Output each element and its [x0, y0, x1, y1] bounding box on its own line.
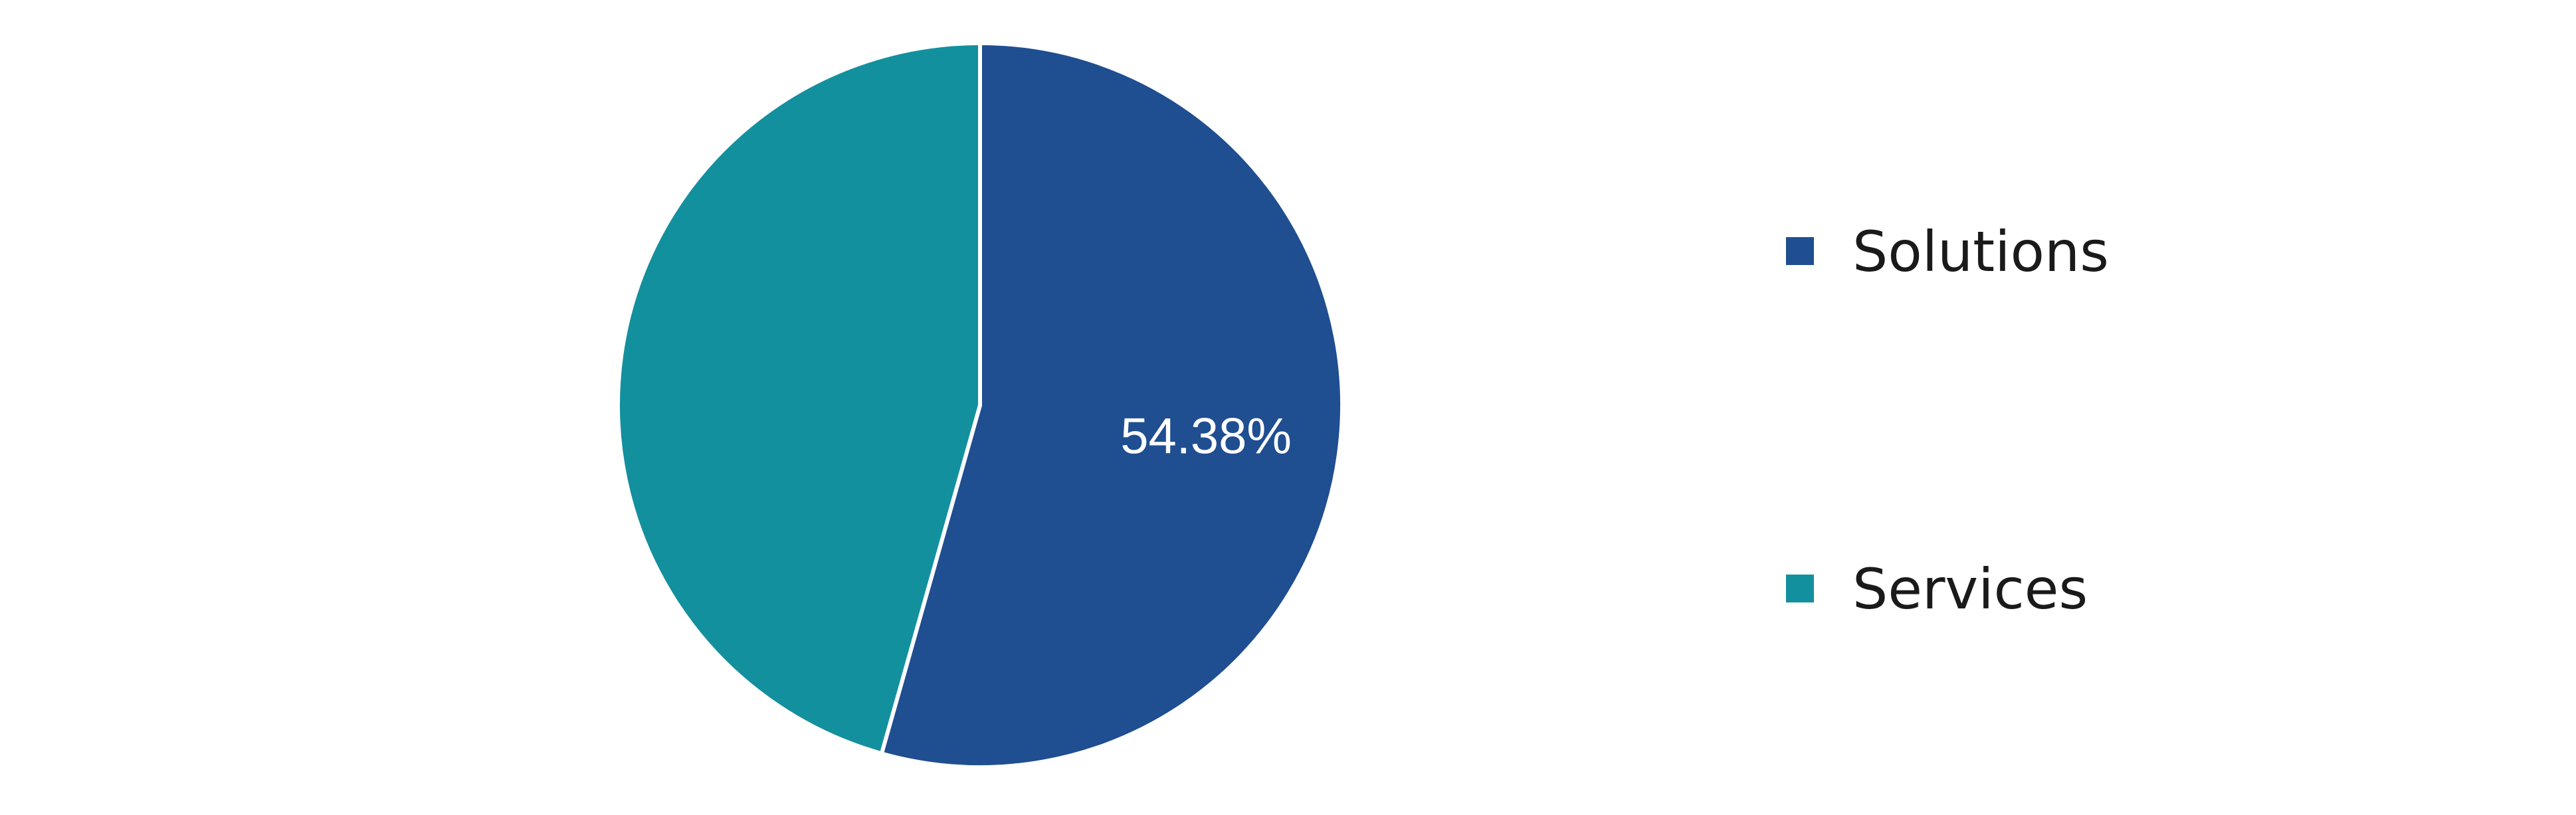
- pie-data-labels: 54.38%: [1120, 408, 1292, 465]
- legend-swatch-services: [1786, 575, 1814, 602]
- legend: Solutions Services: [1786, 219, 2109, 622]
- data-label-solutions: 54.38%: [1120, 408, 1292, 465]
- legend-label-solutions: Solutions: [1852, 219, 2109, 284]
- pie-slice-solutions: [879, 41, 1344, 769]
- pie-slice-services: [616, 41, 982, 756]
- legend-swatch-solutions: [1786, 237, 1814, 265]
- legend-item-solutions: Solutions: [1786, 219, 2109, 284]
- legend-item-services: Services: [1786, 557, 2088, 622]
- legend-label-services: Services: [1852, 557, 2088, 622]
- pie-slices: [616, 41, 1344, 769]
